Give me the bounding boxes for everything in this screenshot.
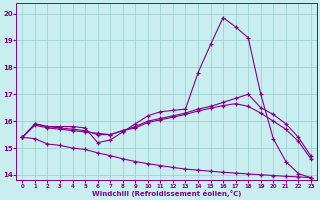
X-axis label: Windchill (Refroidissement éolien,°C): Windchill (Refroidissement éolien,°C) xyxy=(92,190,241,197)
